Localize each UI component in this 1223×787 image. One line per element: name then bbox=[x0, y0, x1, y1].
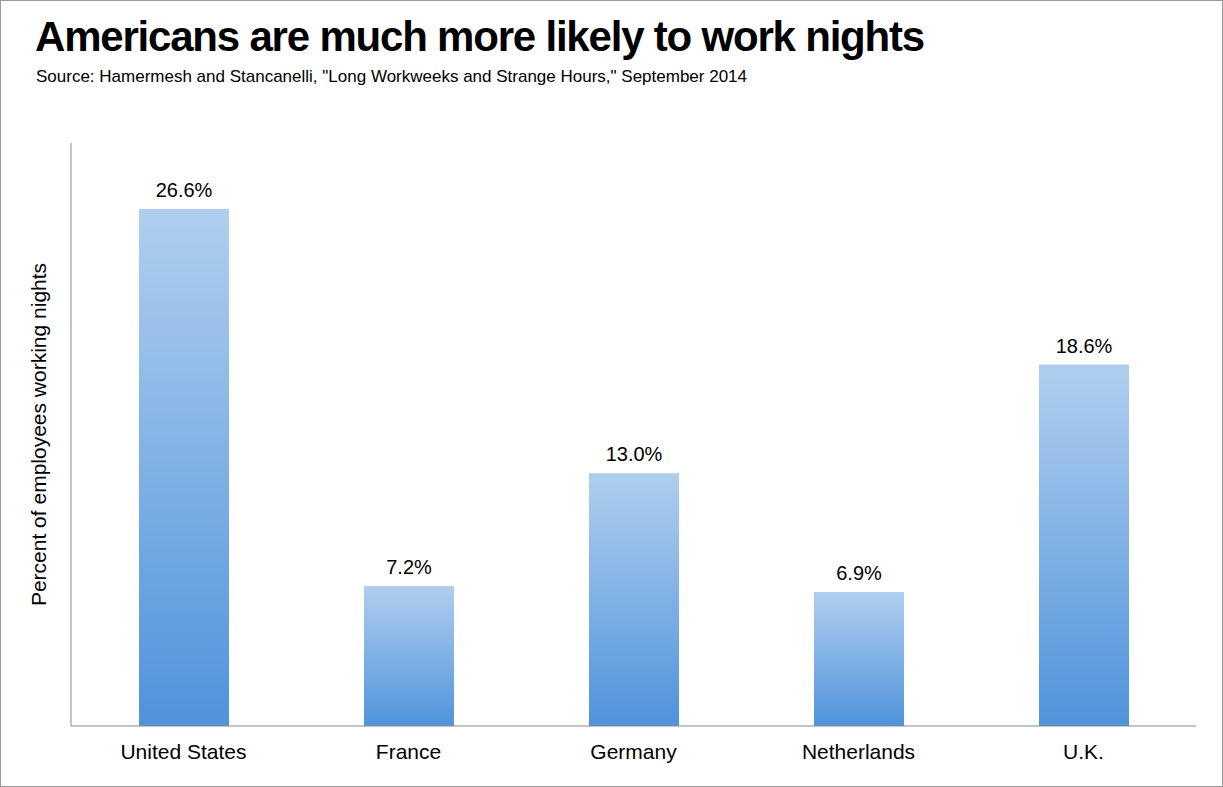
svg-text:7.2%: 7.2% bbox=[386, 556, 432, 578]
svg-text:U.K.: U.K. bbox=[1063, 740, 1104, 763]
svg-text:26.6%: 26.6% bbox=[156, 179, 213, 201]
svg-text:Netherlands: Netherlands bbox=[802, 740, 915, 763]
svg-text:6.9%: 6.9% bbox=[836, 562, 882, 584]
html-text:Source: Hamermesh and Stancane: Source: Hamermesh and Stancanelli, "Long… bbox=[36, 67, 747, 86]
svg-text:13.0%: 13.0% bbox=[606, 443, 663, 465]
html-text:Americans are much more likely: Americans are much more likely to work n… bbox=[35, 13, 924, 60]
svg-text:Percent of employees working n: Percent of employees working nights bbox=[27, 263, 50, 606]
svg-text:France: France bbox=[376, 740, 441, 763]
svg-text:United States: United States bbox=[120, 740, 246, 763]
svg-text:Germany: Germany bbox=[590, 740, 677, 763]
svg-text:18.6%: 18.6% bbox=[1056, 335, 1113, 357]
